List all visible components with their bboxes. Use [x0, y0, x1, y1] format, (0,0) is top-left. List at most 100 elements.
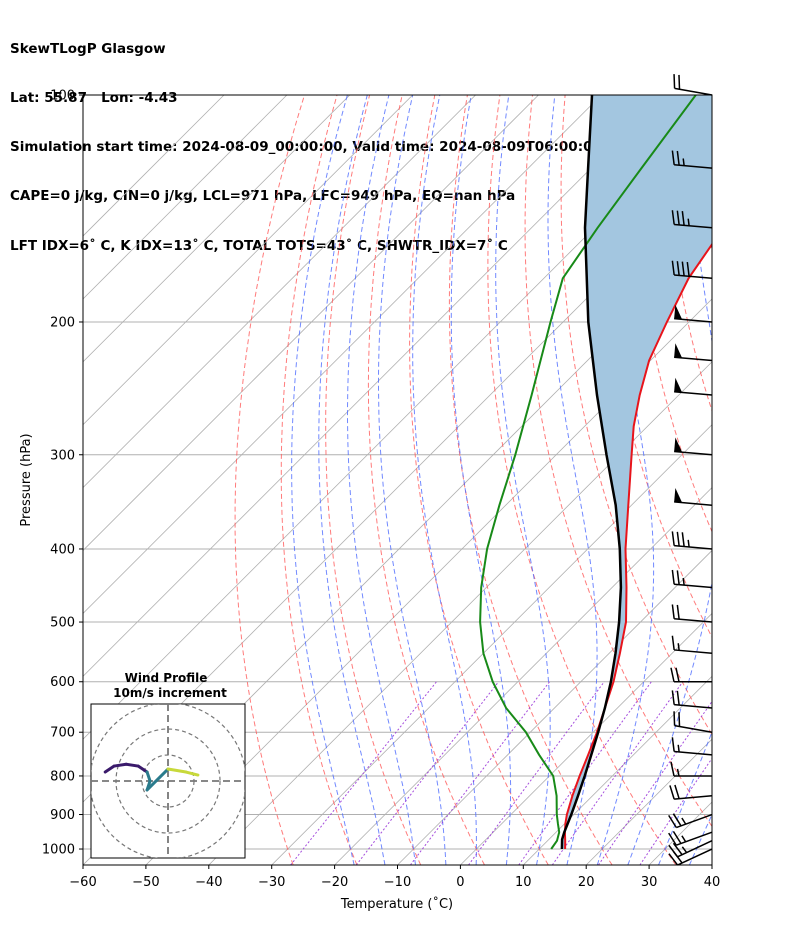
wind-barb-full: [676, 690, 680, 706]
wind-barb-full: [672, 842, 683, 856]
y-tick-label: 800: [50, 769, 75, 784]
wind-barb-full: [672, 830, 682, 844]
hodograph-segment: [145, 770, 152, 783]
wind-barb-staff: [674, 703, 713, 709]
wind-barb-full: [670, 667, 675, 682]
moist-adiabat-line: [495, 95, 551, 865]
dry-adiabat-line: [662, 95, 712, 413]
dry-adiabat-line: [234, 95, 305, 865]
moist-adiabat-line: [347, 95, 416, 865]
inset-subtitle: 10m/s increment: [113, 686, 227, 700]
isotherm-line: [271, 424, 712, 865]
wind-barb: [671, 604, 713, 623]
wind-barb-staff: [674, 223, 713, 229]
y-tick-label: 300: [50, 448, 75, 463]
dry-adiabat-line: [448, 95, 613, 865]
dry-adiabat-line: [728, 95, 794, 865]
x-tick-label: −60: [69, 875, 96, 890]
wind-barb: [671, 690, 713, 709]
moist-adiabat-line: [318, 95, 386, 865]
temperature-line: [563, 242, 712, 850]
x-tick-label: −40: [195, 875, 222, 890]
y-tick-label: 600: [50, 675, 75, 690]
wind-barb-full: [671, 604, 675, 619]
wind-barb-half: [681, 835, 687, 843]
y-tick-label: 100: [50, 89, 75, 104]
hodograph-segment: [145, 767, 170, 792]
wind-barb: [674, 437, 713, 456]
wind-barb-half: [677, 744, 680, 753]
dry-adiabat-line: [367, 95, 485, 865]
wind-barb-full: [676, 604, 680, 620]
moist-adiabat-line: [450, 95, 512, 865]
x-tick-label: −30: [258, 875, 285, 890]
wind-barb-full: [668, 853, 679, 866]
indices-line: LFT IDX=6˚ C, K IDX=13˚ C, TOTAL TOTS=43…: [10, 237, 508, 254]
wind-barb: [671, 260, 713, 280]
wind-barb-flag: [674, 487, 683, 503]
isotherm-line: [83, 95, 539, 552]
y-tick-label: 500: [50, 616, 75, 631]
wind-barb: [671, 737, 713, 756]
hodograph-segment: [136, 764, 149, 774]
wind-barb-full: [673, 711, 676, 726]
wind-barb-full: [681, 211, 685, 226]
wind-barb-staff: [674, 274, 713, 280]
wind-barb-staff: [674, 356, 713, 362]
simulation-time-line: Simulation start time: 2024-08-09_00:00:…: [10, 139, 626, 156]
wind-barb: [671, 150, 713, 169]
dry-adiabat-line: [524, 95, 712, 828]
wind-barb: [671, 569, 713, 589]
x-axis-label: Temperature (˚C): [340, 896, 453, 912]
moist-adiabat-line: [291, 95, 355, 865]
wind-barb-full: [676, 531, 680, 547]
wind-barb-full: [671, 569, 675, 585]
wind-barb-full: [669, 785, 675, 800]
wind-barb: [670, 761, 712, 777]
moist-adiabat-line: [547, 95, 598, 865]
mixing-ratio-line: [409, 681, 550, 865]
wind-barb: [674, 487, 713, 506]
isotherm-line: [83, 95, 413, 426]
wind-barb-flag: [674, 343, 683, 358]
moist-adiabat-line: [378, 95, 447, 865]
wind-barb-staff: [674, 750, 713, 756]
wind-barb-full: [672, 813, 682, 827]
wind-barb-staff: [677, 848, 713, 866]
x-tick-label: −50: [132, 875, 159, 890]
dry-adiabat-line: [487, 95, 677, 865]
wind-barb-staff: [674, 317, 713, 323]
wind-barb-staff: [674, 390, 713, 396]
cin-cape-shade: [561, 95, 712, 849]
wind-barb-staff: [674, 87, 713, 96]
wind-barb-staff: [676, 831, 713, 846]
wind-barb: [674, 377, 713, 396]
y-tick-label: 900: [50, 808, 75, 823]
isotherm-line: [208, 361, 712, 865]
wind-barb-full: [671, 635, 675, 651]
wind-barb-staff: [677, 840, 713, 858]
x-tick-label: 20: [578, 875, 595, 890]
mixing-ratio-line: [639, 757, 712, 865]
dry-adiabat-line: [325, 95, 422, 865]
isotherm-line: [83, 95, 602, 614]
wind-barb: [671, 210, 713, 229]
wind-barb-full: [676, 210, 680, 225]
y-tick-label: 200: [50, 315, 75, 330]
moist-adiabat-line: [627, 95, 712, 865]
hodograph-segment: [103, 764, 116, 774]
wind-barb-half: [677, 643, 680, 651]
isotherm-line: [460, 612, 712, 865]
x-tick-label: 0: [456, 875, 464, 890]
wind-barb: [674, 304, 713, 323]
isotherm-line: [334, 487, 712, 865]
wind-barb-full: [673, 74, 676, 89]
wind-barb-flag: [674, 304, 683, 320]
wind-barb-staff: [674, 583, 713, 589]
dry-adiabat-line: [761, 95, 794, 865]
wind-barb-staff: [674, 724, 713, 733]
x-tick-label: −20: [321, 875, 348, 890]
wind-barb: [668, 813, 713, 829]
wind-barb-half: [676, 768, 680, 777]
